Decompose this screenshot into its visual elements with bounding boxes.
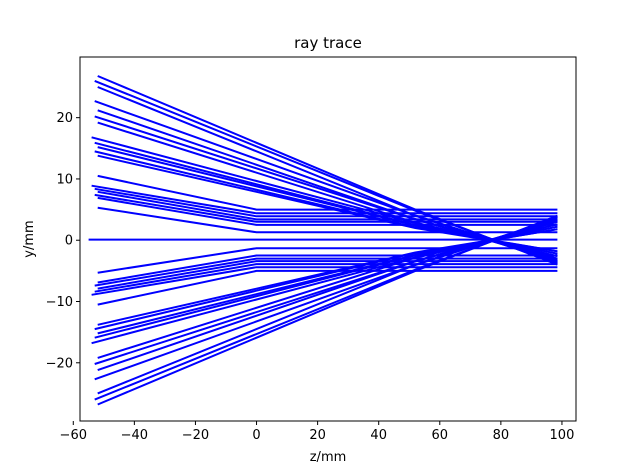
y-axis-ticks: −20 −10 0 10 20: [46, 111, 80, 371]
x-tick-label: −60: [60, 428, 87, 443]
x-axis-label: z/mm: [310, 450, 347, 465]
y-tick-label: −10: [46, 295, 73, 310]
y-tick-label: −20: [46, 356, 73, 371]
ray-line-18: [97, 206, 558, 234]
ray-line-13: [91, 184, 558, 215]
x-tick-label: 0: [252, 428, 260, 443]
plot-area: [79, 56, 577, 422]
ray-line-12: [97, 174, 558, 211]
ray-lines: [88, 75, 558, 406]
y-tick-label: 20: [56, 111, 73, 126]
ray-line-24: [94, 263, 558, 293]
y-tick-label: 0: [65, 234, 73, 249]
ray-line-14: [94, 187, 558, 218]
ray-line-17: [97, 196, 558, 226]
ray-line-26: [97, 269, 558, 306]
x-axis-ticks: −60 −40 −20 0 20 40 60 80 100: [60, 421, 575, 443]
ray-line-23: [97, 260, 558, 290]
ray-line-11: [97, 154, 558, 253]
x-tick-label: 20: [309, 428, 326, 443]
chart-title: ray trace: [294, 34, 362, 52]
plot-frame: [79, 56, 577, 422]
y-axis-label: y/mm: [22, 220, 37, 257]
x-tick-label: 100: [550, 428, 575, 443]
x-tick-label: 40: [370, 428, 387, 443]
ray-line-16: [94, 193, 558, 223]
y-tick-label: 10: [56, 172, 73, 187]
ray-line-38: [97, 214, 558, 406]
x-tick-label: 60: [432, 428, 449, 443]
ray-line-25: [91, 266, 558, 296]
ray-line-22: [94, 257, 558, 287]
x-tick-label: −20: [182, 428, 209, 443]
x-tick-label: 80: [493, 428, 510, 443]
ray-line-15: [97, 190, 558, 221]
x-tick-label: −40: [121, 428, 148, 443]
